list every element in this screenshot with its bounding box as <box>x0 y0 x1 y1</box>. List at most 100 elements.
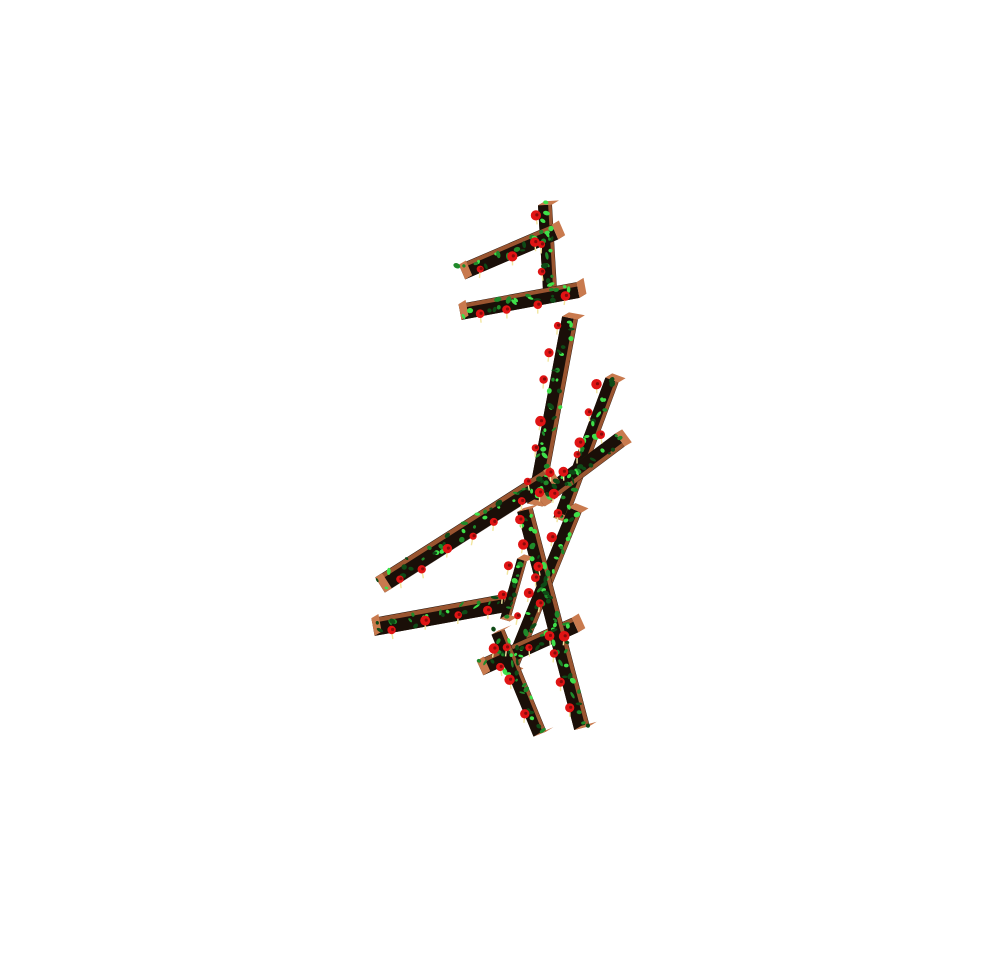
rose-center <box>493 646 497 650</box>
rose <box>503 561 513 575</box>
leaf <box>492 306 497 313</box>
leaf <box>541 452 548 459</box>
leaf <box>569 322 573 328</box>
leaf <box>401 564 407 570</box>
beam-lit-edge <box>371 594 505 624</box>
leaf <box>483 659 487 666</box>
leaf <box>529 695 533 700</box>
leaf <box>440 612 445 617</box>
leaf <box>580 466 587 471</box>
leaf <box>488 601 491 606</box>
rose-center <box>534 575 539 579</box>
beam-end-cap <box>517 554 534 562</box>
leaf <box>521 683 527 688</box>
leaf <box>462 264 466 268</box>
leaf <box>458 601 464 608</box>
beam-end-cap <box>574 721 597 731</box>
leaf <box>551 483 558 490</box>
leaf <box>515 574 520 577</box>
leaf <box>551 639 556 647</box>
rose <box>591 379 602 394</box>
leaf <box>487 308 492 313</box>
leaf <box>553 287 559 292</box>
rose-center <box>457 612 461 617</box>
rose-center <box>479 267 483 271</box>
beam-lit-edge <box>458 225 554 269</box>
rose <box>507 251 518 266</box>
rose-center <box>399 577 403 581</box>
leaf <box>545 231 550 238</box>
rose-center <box>539 601 543 605</box>
rose-center <box>549 470 553 474</box>
rose-center <box>600 432 604 436</box>
beam-lit-edge <box>375 470 546 582</box>
rose-center <box>424 618 428 622</box>
leaf <box>545 569 551 577</box>
rose-center <box>559 680 563 684</box>
leaf <box>551 294 555 298</box>
rose <box>502 305 511 319</box>
rose-center <box>505 307 510 311</box>
leaf <box>560 345 566 350</box>
beam-end-cap <box>605 373 626 383</box>
leaf <box>461 609 467 615</box>
rose <box>523 477 532 491</box>
leaf <box>566 473 572 479</box>
leaf <box>495 499 503 507</box>
leaf <box>600 448 605 453</box>
rose-center <box>524 711 528 715</box>
leaf <box>461 313 466 319</box>
leaf <box>543 200 549 205</box>
leaf <box>540 480 545 484</box>
rose <box>420 615 431 630</box>
leaf <box>525 612 531 615</box>
leaf <box>588 462 594 468</box>
leaf <box>607 452 611 455</box>
leaf <box>508 596 513 601</box>
leaf <box>549 288 554 292</box>
leaf <box>556 388 562 394</box>
leaf <box>543 210 550 216</box>
leaf <box>561 549 565 555</box>
leaf <box>529 623 537 629</box>
leaf <box>539 229 544 235</box>
leaf <box>561 495 566 500</box>
rose <box>558 466 569 481</box>
leaf <box>569 677 576 684</box>
leaf <box>552 622 557 628</box>
leaf <box>584 434 590 439</box>
leaf <box>540 446 547 452</box>
rose <box>504 674 515 689</box>
leaf <box>375 578 379 583</box>
rose-center <box>421 567 425 571</box>
leaf <box>473 603 480 609</box>
rose-center <box>595 382 600 386</box>
rose-center <box>576 452 580 456</box>
leaf <box>494 296 502 302</box>
rose <box>515 514 525 529</box>
leaf <box>496 250 501 259</box>
leaf <box>567 532 572 537</box>
rose-center <box>537 302 541 306</box>
leaf <box>540 583 545 588</box>
beam-end-cap <box>562 312 585 320</box>
leaf <box>545 251 549 260</box>
leaf <box>543 428 547 433</box>
leaf <box>520 249 526 252</box>
rose-center <box>553 651 557 655</box>
leaf <box>555 378 559 382</box>
rose <box>489 517 498 532</box>
rose <box>535 599 544 613</box>
rose-center <box>472 534 476 538</box>
rose-center <box>522 542 526 546</box>
leaf <box>602 408 608 412</box>
leaf <box>510 659 514 668</box>
leaf <box>581 721 586 725</box>
leaf <box>516 489 524 494</box>
leaf <box>548 248 553 253</box>
leaf <box>505 606 513 609</box>
leaf <box>564 482 569 486</box>
rose-center <box>548 633 553 638</box>
leaf <box>556 349 562 355</box>
